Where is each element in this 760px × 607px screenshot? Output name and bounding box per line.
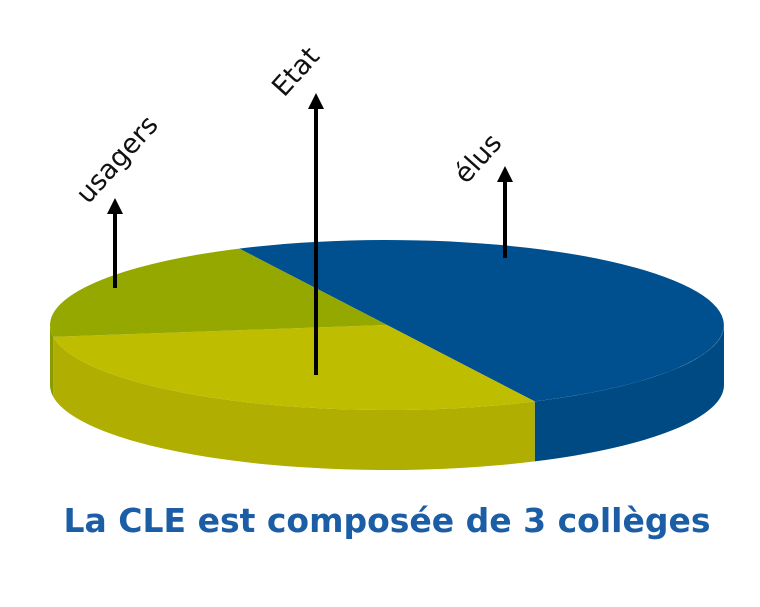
pie-slice [50,248,388,337]
pie-side [50,325,54,397]
slice-label: élus [448,128,508,190]
slice-label: Etat [266,41,326,102]
pie-side [534,325,724,462]
pie-slice [239,240,724,402]
pie-slice [53,325,535,410]
pie-side [53,336,535,470]
chart-title: La CLE est composée de 3 collèges [64,501,711,540]
pie [50,240,724,470]
slice-label: usagers [70,110,164,210]
